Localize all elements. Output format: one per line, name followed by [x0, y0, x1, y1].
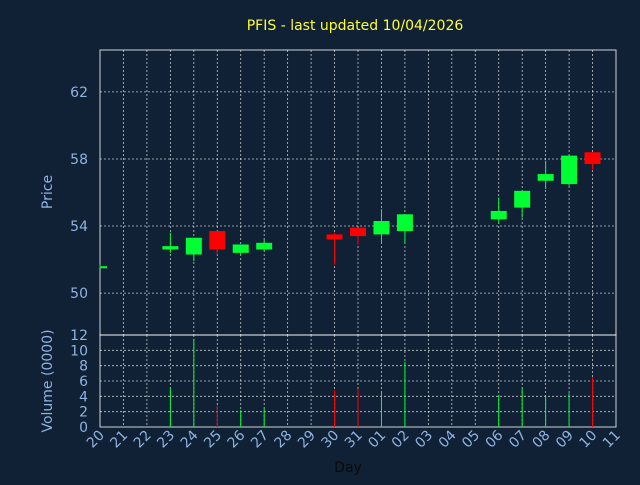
candle-body [209, 231, 226, 250]
price-axis: 50 54 58 62 [70, 85, 88, 302]
chart-title: PFIS - last updated 10/04/2026 [247, 18, 464, 34]
price-tick-label: 54 [70, 219, 88, 235]
x-tick-label: 02 [389, 428, 413, 452]
volume-tick-label: 4 [79, 389, 88, 405]
x-tick-label: 25 [201, 428, 225, 452]
candle-body [514, 190, 531, 208]
price-tick-label: 50 [70, 286, 88, 302]
volume-tick-label: 12 [70, 328, 88, 344]
x-tick-label: 10 [576, 428, 600, 452]
candle-body [584, 152, 601, 164]
volume-axis-label: Volume (0000) [40, 329, 56, 432]
volume-tick-label: 10 [70, 343, 88, 359]
candle-body [326, 234, 343, 240]
x-tick-label: 31 [342, 428, 366, 452]
x-tick-label: 22 [131, 428, 155, 452]
volume-tick-label: 8 [79, 359, 88, 375]
candle-body [561, 155, 578, 185]
candle-body [350, 227, 366, 237]
volume-series [169, 338, 594, 427]
volume-tick-label: 2 [79, 405, 88, 421]
candle-body [490, 210, 507, 220]
price-grid [100, 50, 616, 335]
x-tick-label: 28 [272, 428, 296, 452]
candle-body [537, 174, 554, 181]
candle-body [232, 244, 249, 253]
candle-body [100, 266, 107, 269]
x-tick-label: 24 [178, 427, 202, 451]
price-tick-label: 58 [70, 152, 88, 168]
x-tick-label: 08 [530, 428, 554, 452]
x-tick-label: 26 [225, 427, 249, 451]
candle-body [256, 242, 273, 250]
x-tick-label: 23 [154, 428, 178, 452]
x-tick-label: 05 [459, 428, 483, 452]
x-tick-label: 01 [365, 428, 389, 452]
price-panel-frame [99, 49, 617, 336]
x-tick-label: 06 [483, 427, 507, 451]
x-tick-label: 07 [506, 428, 530, 452]
price-axis-label: Price [40, 175, 56, 209]
x-axis-label: Day [334, 460, 362, 476]
x-tick-label: 30 [318, 428, 342, 452]
price-tick-label: 62 [70, 85, 88, 101]
volume-tick-label: 0 [79, 420, 88, 436]
x-tick-label: 27 [248, 428, 272, 452]
x-axis: 20 21 22 23 24 25 26 27 28 29 30 31 01 02 03 04 05 06 07 08… [84, 427, 624, 451]
x-tick-label: 09 [553, 428, 577, 452]
candle-body [185, 237, 202, 255]
x-tick-label: 04 [436, 427, 460, 451]
candle-body [396, 214, 413, 232]
candle-body [162, 246, 179, 250]
candle-body [373, 221, 390, 235]
x-tick-label: 21 [107, 428, 131, 452]
volume-tick-label: 6 [79, 374, 88, 390]
x-tick-label: 29 [295, 428, 319, 452]
x-tick-label: 03 [412, 428, 436, 452]
x-tick-label: 11 [600, 428, 624, 452]
candles-series [99, 152, 601, 269]
